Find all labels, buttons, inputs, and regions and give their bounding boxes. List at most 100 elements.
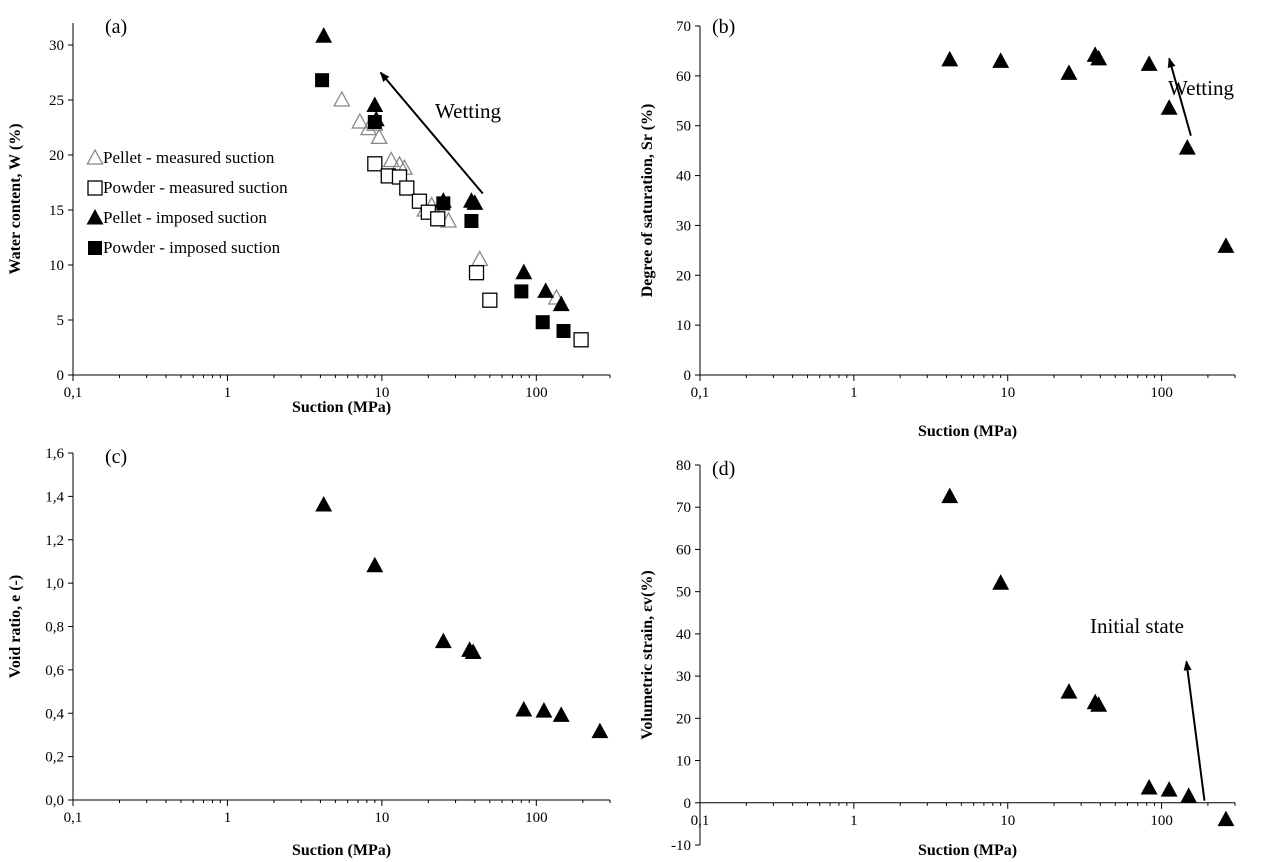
y-axis-title: Volumetric strain, εv(%) — [639, 570, 656, 739]
data-point — [315, 496, 333, 512]
y-tick-label: 40 — [676, 627, 691, 643]
y-tick-label: 1,4 — [45, 489, 64, 505]
data-point — [992, 52, 1010, 68]
y-tick-label: 70 — [676, 500, 691, 516]
y-tick-label: 40 — [676, 169, 691, 185]
series-0 — [315, 496, 609, 739]
data-point — [1090, 49, 1108, 66]
x-axis-title: Suction (MPa) — [292, 399, 391, 416]
x-tick-label: 100 — [1150, 385, 1173, 401]
panel-label: (a) — [105, 16, 127, 38]
y-tick-label: 10 — [676, 318, 691, 334]
legend-marker — [88, 241, 102, 255]
y-tick-label: 10 — [49, 258, 64, 274]
data-point — [535, 315, 550, 330]
annotation-text: Initial state — [1090, 614, 1184, 638]
panel-label: (d) — [712, 458, 735, 480]
y-tick-label: 0,6 — [45, 663, 64, 679]
x-tick-label: 0,1 — [691, 813, 710, 829]
x-tick-label: 10 — [1000, 385, 1015, 401]
data-point — [556, 324, 571, 338]
legend-label: Powder - measured suction — [103, 178, 288, 197]
x-tick-label: 0,1 — [64, 810, 83, 826]
x-axis-title: Suction (MPa) — [918, 842, 1017, 859]
series-0 — [941, 487, 1235, 827]
annotation-text: Wetting — [1168, 76, 1234, 100]
data-point — [366, 96, 384, 112]
data-point — [399, 180, 415, 196]
x-axis-title: Suction (MPa) — [292, 842, 391, 859]
data-point — [315, 27, 333, 43]
y-tick-label: 1,2 — [45, 533, 64, 549]
x-axis-title: Suction (MPa) — [918, 423, 1017, 440]
data-point — [573, 332, 589, 348]
x-tick-label: 10 — [374, 810, 389, 826]
data-point — [367, 115, 382, 129]
data-point — [366, 556, 384, 573]
data-point — [333, 90, 351, 107]
y-tick-label: 60 — [676, 542, 691, 558]
panel-label: (b) — [712, 16, 735, 38]
data-point — [1217, 237, 1235, 253]
series-3 — [315, 73, 571, 338]
y-tick-label: 20 — [676, 268, 691, 284]
x-tick-label: 10 — [374, 385, 389, 401]
y-tick-label: 0 — [684, 796, 692, 812]
x-tick-label: 0,1 — [691, 385, 710, 401]
data-point — [591, 722, 609, 739]
annotation-arrow — [1183, 660, 1206, 801]
y-tick-label: 0,8 — [45, 620, 64, 636]
legend-marker — [86, 148, 104, 165]
x-tick-label: 100 — [525, 385, 548, 401]
y-axis-title: Degree of saturation, Sr (%) — [639, 104, 656, 298]
y-tick-label: 0,0 — [45, 793, 64, 809]
data-point — [514, 284, 529, 299]
data-point — [367, 156, 383, 172]
y-tick-label: 0 — [684, 368, 692, 384]
y-tick-label: 0,4 — [45, 706, 64, 722]
data-point — [552, 706, 570, 722]
y-tick-label: 5 — [57, 313, 65, 329]
data-point — [1160, 99, 1178, 115]
y-tick-label: 50 — [676, 119, 691, 135]
data-point — [552, 295, 570, 312]
data-point — [464, 214, 479, 228]
data-point — [464, 643, 482, 660]
x-tick-label: 100 — [525, 810, 548, 826]
data-point — [941, 50, 959, 67]
panel-1: 0 10 20 30 40 50 60 70 0,1 1 10 100 Suction (MPa) Deg… — [639, 16, 1236, 440]
data-point — [315, 73, 330, 88]
data-point — [1090, 696, 1108, 712]
legend-marker — [87, 180, 103, 196]
series-1 — [367, 156, 589, 348]
legend-marker — [86, 208, 104, 225]
y-tick-label: 10 — [676, 754, 691, 770]
panel-3: -10 0 10 20 30 40 50 60 70 80 0,1 1 10 100 Suction (MP… — [639, 458, 1236, 859]
data-point — [1178, 139, 1196, 155]
data-point — [370, 128, 388, 145]
series-2 — [315, 27, 570, 312]
data-point — [466, 194, 484, 210]
x-tick-label: 1 — [850, 813, 858, 829]
data-point — [537, 282, 555, 298]
y-tick-label: 25 — [49, 93, 64, 109]
data-point — [434, 632, 452, 649]
data-point — [1140, 55, 1158, 71]
data-point — [430, 211, 446, 227]
data-point — [1060, 64, 1078, 80]
data-point — [436, 196, 451, 211]
data-point — [1060, 683, 1078, 699]
y-tick-label: 0,2 — [45, 750, 64, 766]
x-tick-label: 1 — [224, 810, 232, 826]
y-tick-label: 20 — [49, 148, 64, 164]
panel-2: 0,0 0,2 0,4 0,6 0,8 1,0 1,2 1,4 1,6 0,1 1 10 100 Suct… — [7, 446, 611, 859]
panel-label: (c) — [105, 446, 127, 468]
legend-label: Pellet - imposed suction — [103, 208, 267, 227]
y-tick-label: 15 — [49, 203, 64, 219]
data-point — [1180, 787, 1198, 803]
data-point — [1140, 778, 1158, 795]
y-tick-label: 70 — [676, 19, 691, 35]
data-point — [382, 151, 400, 168]
x-tick-label: 1 — [850, 385, 858, 401]
